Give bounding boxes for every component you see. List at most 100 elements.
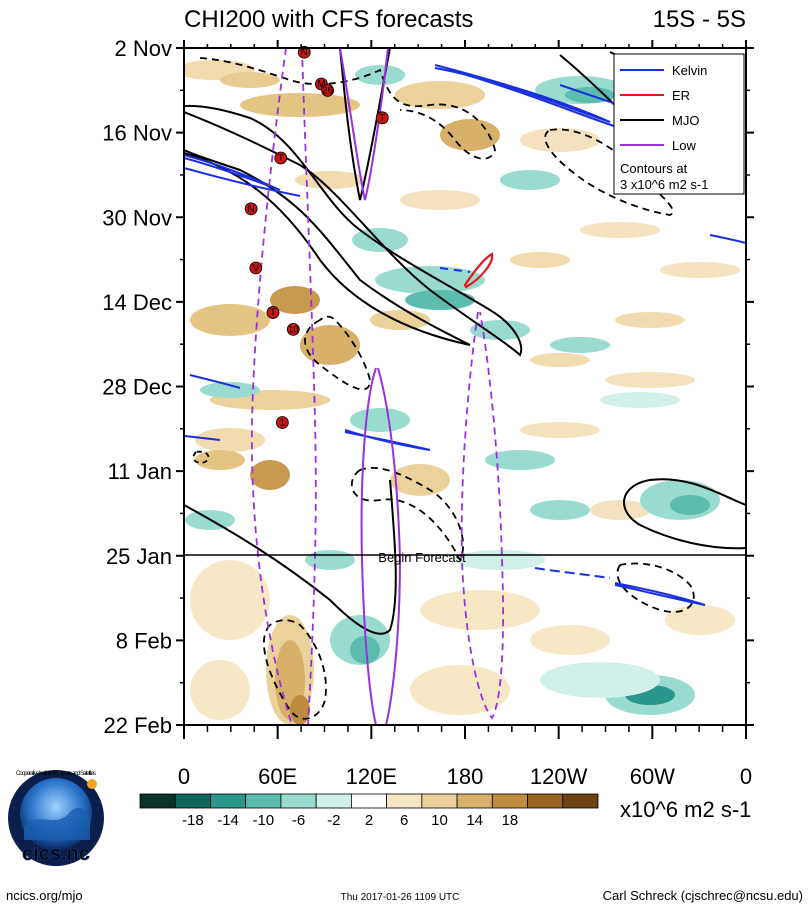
forecast-label: Begin Forecast [378,550,466,565]
storm-marker: N [297,45,311,59]
mjo-neg-contour [192,450,210,464]
shade-blob [190,660,250,720]
low-neg-contour [301,48,317,725]
low-neg-contour [250,48,293,725]
storm-icon [375,111,389,125]
shade-blob [485,450,555,470]
kelvin-contour [449,69,621,129]
storm-marker: N [244,202,258,216]
legend-box [613,53,745,195]
colorbar-tick-label: -10 [252,812,274,829]
footer-author: Carl Schreck (cjschrec@ncsu.edu) [603,888,803,903]
shade-blob [590,500,650,520]
y-tick-label: 2 Nov [115,36,172,61]
x-axis: 0 60E 120E 180 120W 60W 0 [178,40,752,789]
legend-er-label: ER [672,88,690,103]
storm-label: N [248,204,255,215]
shade-blob [195,428,265,452]
kelvin-contour [434,64,611,123]
colorbar-tick-label: 14 [466,812,483,829]
kelvin-contour [184,167,301,197]
colorbar-swatch [421,793,458,809]
colorbar-tick-label: -6 [292,812,305,829]
shade-blob [200,382,260,398]
shade-blob [240,93,360,117]
shade-blob [195,450,245,470]
storm-icon [244,202,258,216]
mjo-contour [339,48,391,201]
storm-label: T [270,307,276,318]
shade-blob [300,325,360,365]
storm-label: V [252,263,259,274]
legend-mjo-label: MJO [672,113,699,128]
chart-region: 15S - 5S [653,6,746,33]
shade-blob [440,119,500,151]
low-contour [339,48,389,201]
shade-blob [375,266,485,294]
anomaly-shading [184,60,745,725]
wave-icon [24,807,90,840]
storm-marker: T [274,151,288,165]
shade-blob [615,312,685,328]
x-tick-label: 60W [630,764,675,789]
shade-blob [355,65,405,85]
storm-marker: 10 [286,322,300,336]
storm-icon [286,322,300,336]
x-tick-label: 60E [258,764,297,789]
shade-blob [350,408,410,432]
shade-blob [520,422,600,438]
shade-blob [670,495,710,515]
cics-logo: cics.nc Cooperative Institute for Climat… [8,770,104,866]
legend-contour-note: Contours at [620,161,688,176]
colorbar-swatch [210,793,247,809]
colorbar-swatch [280,793,317,809]
kelvin-contour [344,429,431,451]
legend-kelvin-label: Kelvin [672,63,707,78]
shade-blob [305,550,355,570]
legend: Kelvin ER MJO Low Contours at 3 x10^6 m2… [613,53,745,195]
colorbar-tick-label: -14 [217,812,239,829]
kelvin-contour [439,267,471,273]
chart-title: CHI200 with CFS forecasts [184,6,473,33]
storm-marker: 1 [275,416,289,429]
shade-blob [530,353,590,367]
colorbar-swatch [386,793,423,809]
mjo-contour [623,478,746,550]
shade-blob [455,550,545,570]
storm-marker: V [249,261,263,275]
legend-contour-value: 3 x10^6 m2 s-1 [620,177,708,192]
shade-blob [420,590,540,630]
shade-blob [350,636,380,664]
kelvin-contour [709,234,746,244]
storm-label: T [278,153,284,164]
x-tick-label: 180 [447,764,484,789]
mjo-contour [184,149,471,346]
storm-marker: T [375,111,389,125]
y-tick-label: 14 Dec [102,290,172,315]
shade-blob [220,72,280,88]
shade-blob [520,128,600,152]
mjo-neg-contour [616,562,695,613]
colorbar-swatch [350,793,388,809]
y-tick-label: 30 Nov [102,205,172,230]
y-tick-label: 25 Jan [106,544,172,569]
storm-icon [274,151,288,165]
y-tick-label: 11 Jan [108,459,172,484]
colorbar-tick-label: 18 [502,812,519,829]
shade-blob [550,337,610,353]
storm-icon [297,45,311,59]
storm-label: 26 [322,85,334,96]
colorbar-units: x10^6 m2 s-1 [620,797,751,822]
kelvin-contour [189,374,241,389]
storm-label: T [379,113,385,124]
mjo-neg-contour [263,619,327,720]
kelvin-contour [184,435,221,441]
shade-blob [665,605,735,635]
shade-blob [405,290,475,310]
shade-blob [510,252,570,268]
y-tick-label: 8 Feb [116,628,172,653]
shade-blob [190,560,270,640]
colorbar-swatch [245,793,282,809]
mjo-neg-contour [304,315,371,391]
shade-blob [470,320,530,340]
